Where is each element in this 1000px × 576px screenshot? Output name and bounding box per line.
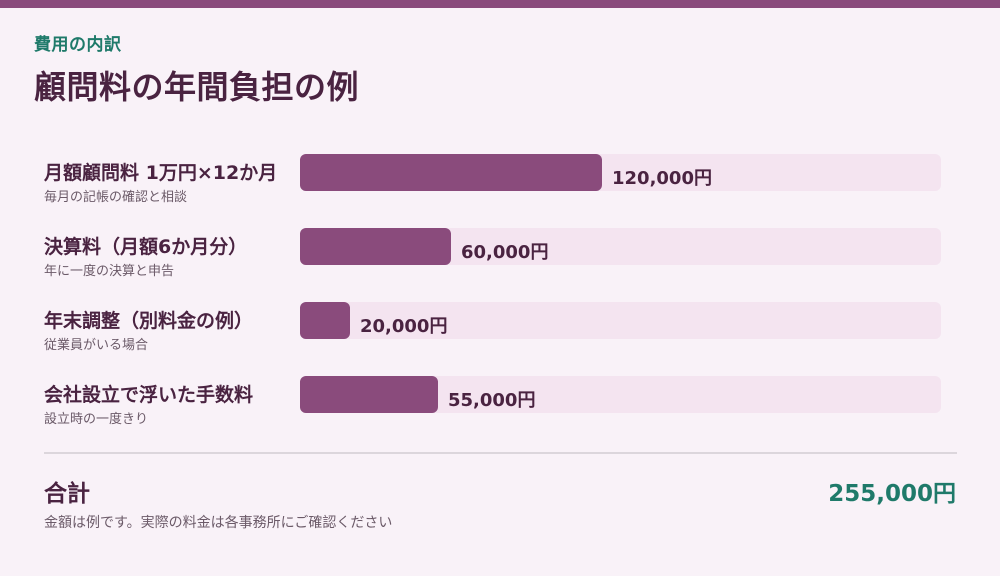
category-label: 月額顧問料 1万円×12か月 (44, 162, 278, 184)
divider (44, 452, 957, 454)
chart-row: 年末調整（別料金の例） 従業員がいる場合 20,000円 (0, 302, 1000, 362)
category-description: 毎月の記帳の確認と相談 (44, 190, 188, 205)
category-label: 年末調整（別料金の例） (44, 310, 254, 332)
chart-row: 月額顧問料 1万円×12か月毎月の記帳の確認と相談 120,000円 (0, 154, 1000, 214)
total-value: 255,000円 (828, 481, 956, 507)
bar (300, 228, 451, 265)
page-title: 顧問料の年間負担の例 (34, 68, 360, 106)
chart-row: 会社設立で浮いた手数料設立時の一度きり 55,000円 (0, 376, 1000, 436)
category-label: 決算料（月額6か月分） (44, 236, 248, 258)
bar-track (300, 302, 941, 339)
total-label: 合計 (44, 481, 90, 507)
value-label: 55,000円 (448, 390, 536, 411)
top-accent-stripe (0, 0, 1000, 8)
section-eyebrow: 費用の内訳 (34, 35, 122, 55)
category-label: 会社設立で浮いた手数料 (44, 384, 254, 406)
category-description: 年に一度の決算と申告 (44, 264, 175, 279)
bar (300, 302, 350, 339)
bar (300, 376, 438, 413)
value-label: 60,000円 (461, 242, 549, 263)
category-description: 設立時の一度きり (44, 412, 149, 427)
bar (300, 154, 602, 191)
value-label: 120,000円 (612, 168, 712, 189)
category-description: 従業員がいる場合 (44, 338, 149, 353)
disclaimer-note: 金額は例です。実際の料金は各事務所にご確認ください (44, 515, 393, 531)
chart-row: 決算料（月額6か月分） 年に一度の決算と申告 60,000円 (0, 228, 1000, 288)
value-label: 20,000円 (360, 316, 448, 337)
